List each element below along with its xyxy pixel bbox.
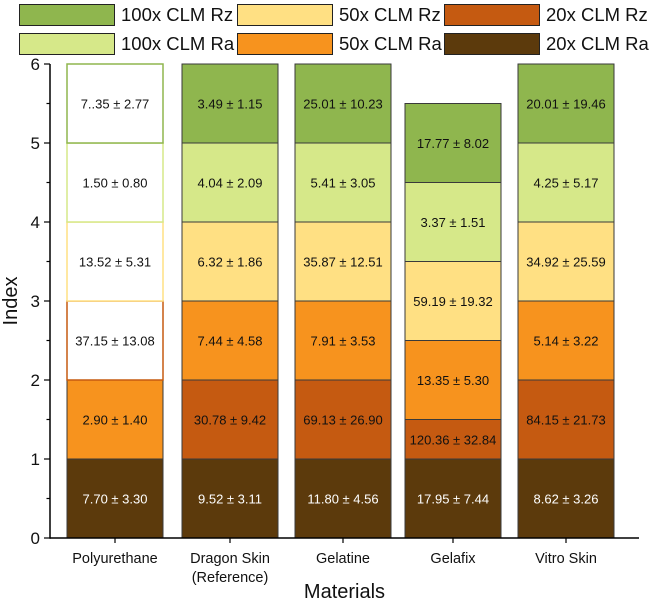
- bar-segment-gelafix-20x-clm-rz: [404, 419, 502, 460]
- bar-segment-label: 59.19 ± 19.32: [413, 294, 492, 309]
- bar-segment-label: 1.50 ± 0.80: [83, 176, 148, 191]
- bar-segment-gelatine-50x-clm-rz: [294, 221, 392, 302]
- legend-swatch-50x-clm-ra: [237, 33, 333, 55]
- bar-segment-label: 30.78 ± 9.42: [194, 413, 266, 428]
- legend-label-20x-clm-rz: 20x CLM Rz: [546, 4, 648, 25]
- legend-swatch-20x-clm-rz: [444, 4, 540, 26]
- bar-segment-label: 35.87 ± 12.51: [303, 255, 382, 270]
- y-tick-label: 1: [31, 450, 40, 469]
- bar-segment-gelafix-100x-clm-rz: [404, 103, 502, 183]
- bar-segment-label: 7..35 ± 2.77: [81, 97, 150, 112]
- bar-segment-label: 8.62 ± 3.26: [534, 492, 599, 507]
- bar-segment-vitro-skin-20x-clm-rz: [517, 379, 615, 460]
- y-tick-label: 2: [31, 371, 40, 390]
- bar-segment-dragon-skin-20x-clm-rz: [181, 379, 279, 460]
- legend-label-100x-clm-rz: 100x CLM Rz: [121, 4, 234, 25]
- x-tick-label: Vitro Skin: [535, 551, 597, 567]
- y-tick-label: 5: [31, 134, 40, 153]
- legend-item-100x-clm-ra: 100x CLM Ra: [19, 32, 234, 56]
- bar-segment-gelafix-50x-clm-ra: [404, 340, 502, 420]
- bar-segment-label: 9.52 ± 3.11: [198, 492, 262, 507]
- chart-legend: 100x CLM Rz 50x CLM Rz 20x CLM Rz 100x C…: [0, 0, 667, 60]
- bar-segment-gelafix-100x-clm-ra: [404, 182, 502, 262]
- bar-segment-dragon-skin-20x-clm-ra: [181, 458, 279, 539]
- bar-segment-vitro-skin-100x-clm-rz: [517, 63, 615, 144]
- bar-segment-vitro-skin-100x-clm-ra: [517, 142, 615, 223]
- legend-item-100x-clm-rz: 100x CLM Rz: [19, 3, 233, 27]
- legend-label-20x-clm-ra: 20x CLM Ra: [546, 33, 649, 54]
- bar-segment-gelatine-100x-clm-rz: [294, 63, 392, 144]
- x-axis-title: Materials: [304, 581, 385, 603]
- legend-swatch-100x-clm-rz: [19, 4, 115, 26]
- bar-segment-gelafix-20x-clm-ra: [404, 458, 502, 539]
- legend-swatch-50x-clm-rz: [237, 4, 333, 26]
- bar-segment-label: 17.77 ± 8.02: [417, 136, 489, 151]
- bar-segment-label: 4.25 ± 5.17: [534, 176, 599, 191]
- bar-segment-label: 2.90 ± 1.40: [83, 413, 148, 428]
- bar-segment-label: 6.32 ± 1.86: [198, 255, 263, 270]
- bar-segment-label: 13.35 ± 5.30: [417, 373, 489, 388]
- bar-segment-dragon-skin-100x-clm-ra: [181, 142, 279, 223]
- bar-segment-label: 25.01 ± 10.23: [303, 97, 382, 112]
- bar-segment-label: 7.70 ± 3.30: [83, 492, 148, 507]
- x-tick-label: Polyurethane: [72, 551, 157, 567]
- bar-segment-vitro-skin-20x-clm-ra: [517, 458, 615, 539]
- bar-segment-polyurethane-100x-clm-rz: [66, 63, 164, 144]
- legend-item-20x-clm-rz: 20x CLM Rz: [444, 3, 648, 27]
- x-tick-label: Gelafix: [430, 551, 476, 567]
- bar-segment-label: 5.14 ± 3.22: [534, 334, 599, 349]
- bar-segment-gelatine-50x-clm-ra: [294, 300, 392, 381]
- y-axis-title: Index: [0, 277, 22, 326]
- bar-segment-polyurethane-100x-clm-ra: [66, 142, 164, 223]
- bar-segment-vitro-skin-50x-clm-ra: [517, 300, 615, 381]
- bar-segment-label: 37.15 ± 13.08: [75, 334, 154, 349]
- bar-segment-label: 7.91 ± 3.53: [311, 334, 376, 349]
- legend-label-50x-clm-ra: 50x CLM Ra: [339, 33, 442, 54]
- x-tick-label: Dragon Skin: [190, 551, 270, 567]
- bar-segment-gelatine-100x-clm-ra: [294, 142, 392, 223]
- bar-segment-label: 20.01 ± 19.46: [526, 97, 605, 112]
- bar-segment-label: 13.52 ± 5.31: [79, 255, 151, 270]
- bar-segment-polyurethane-50x-clm-ra: [66, 379, 164, 460]
- bar-segment-label: 120.36 ± 32.84: [410, 432, 497, 447]
- bar-segment-label: 69.13 ± 26.90: [303, 413, 382, 428]
- y-tick-label: 6: [31, 55, 40, 74]
- legend-item-50x-clm-rz: 50x CLM Rz: [237, 3, 441, 27]
- bar-segment-polyurethane-20x-clm-ra: [66, 458, 164, 539]
- bar-segment-dragon-skin-100x-clm-rz: [181, 63, 279, 144]
- bar-segment-label: 11.80 ± 4.56: [307, 492, 378, 507]
- bar-segment-polyurethane-20x-clm-rz: [66, 300, 164, 381]
- bar-segment-dragon-skin-50x-clm-ra: [181, 300, 279, 381]
- bar-segment-vitro-skin-50x-clm-rz: [517, 221, 615, 302]
- bar-segment-label: 84.15 ± 21.73: [526, 413, 605, 428]
- bar-segment-gelatine-20x-clm-ra: [294, 458, 392, 539]
- x-tick-label: (Reference): [192, 570, 269, 586]
- legend-swatch-20x-clm-ra: [444, 33, 540, 55]
- legend-swatch-100x-clm-ra: [19, 33, 115, 55]
- bar-segment-gelatine-20x-clm-rz: [294, 379, 392, 460]
- legend-label-50x-clm-rz: 50x CLM Rz: [339, 4, 441, 25]
- bar-segment-dragon-skin-50x-clm-rz: [181, 221, 279, 302]
- bar-segment-label: 3.49 ± 1.15: [198, 97, 263, 112]
- bar-segment-label: 4.04 ± 2.09: [198, 176, 263, 191]
- bar-segment-label: 3.37 ± 1.51: [421, 215, 486, 230]
- bar-segment-label: 17.95 ± 7.44: [417, 492, 489, 507]
- y-tick-label: 3: [31, 292, 40, 311]
- bar-segment-label: 34.92 ± 25.59: [526, 255, 605, 270]
- bar-segment-label: 7.44 ± 4.58: [198, 334, 263, 349]
- y-tick-label: 4: [31, 213, 40, 232]
- legend-item-50x-clm-ra: 50x CLM Ra: [237, 32, 442, 56]
- y-tick-label: 0: [31, 529, 40, 548]
- bar-segment-gelafix-50x-clm-rz: [404, 261, 502, 341]
- legend-label-100x-clm-ra: 100x CLM Ra: [121, 33, 235, 54]
- x-tick-label: Gelatine: [316, 551, 370, 567]
- legend-item-20x-clm-ra: 20x CLM Ra: [444, 32, 649, 56]
- bar-segment-label: 5.41 ± 3.05: [311, 176, 376, 191]
